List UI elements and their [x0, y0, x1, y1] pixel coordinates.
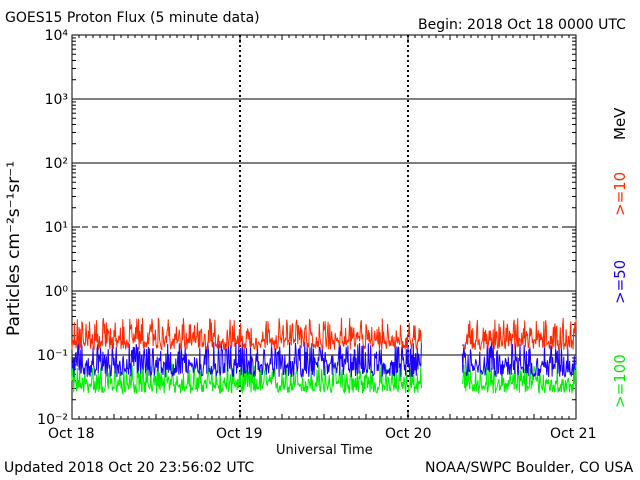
series-line-ge100	[71, 363, 577, 395]
credit-line: NOAA/SWPC Boulder, CO USA	[425, 460, 634, 476]
y-tick-label-5: 10³	[45, 92, 68, 108]
x-axis-label: Universal Time	[276, 443, 373, 458]
updated-time: Updated 2018 Oct 20 23:56:02 UTC	[4, 460, 255, 476]
legend-ge50: >=50	[611, 259, 629, 304]
y-tick-label-2: 10⁰	[45, 284, 69, 300]
y-tick-label-6: 10⁴	[45, 28, 69, 44]
legend-units-mev: MeV	[611, 107, 629, 140]
y-axis-label: Particles cm⁻²s⁻¹sr⁻¹	[4, 160, 24, 336]
chart-title: GOES15 Proton Flux (5 minute data)	[5, 10, 260, 26]
y-tick-label-3: 10¹	[45, 220, 68, 236]
x-tick-label-0: Oct 18	[48, 426, 95, 442]
begin-time: Begin: 2018 Oct 18 0000 UTC	[418, 17, 626, 33]
y-tick-label-0: 10⁻²	[37, 412, 68, 428]
legend-ge100: >=100	[611, 354, 629, 408]
y-tick-label-1: 10⁻¹	[37, 348, 68, 364]
y-tick-label-4: 10²	[45, 156, 68, 172]
series-line-ge10	[71, 317, 577, 352]
x-tick-label-2: Oct 20	[385, 426, 432, 442]
x-tick-label-1: Oct 19	[216, 426, 263, 442]
series-line-ge50	[71, 341, 577, 379]
legend-ge10: >=10	[611, 171, 629, 216]
x-tick-label-3: Oct 21	[550, 426, 597, 442]
